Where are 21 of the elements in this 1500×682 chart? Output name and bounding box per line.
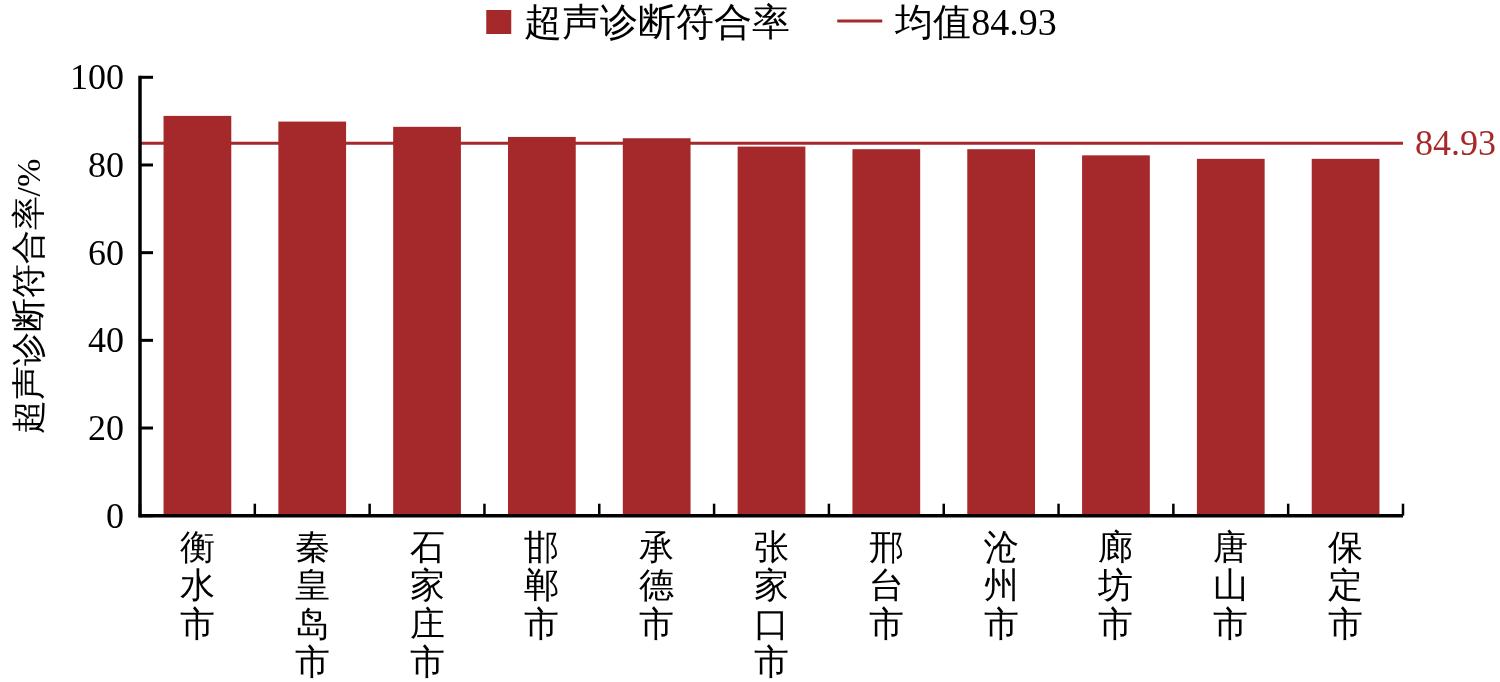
x-tick-label: 张家口市	[754, 527, 789, 682]
x-tick-label: 保定市	[1328, 527, 1364, 644]
ref-line-label: 84.93	[1415, 123, 1496, 164]
x-tick-label: 衡水市	[179, 527, 215, 644]
y-tick-label: 40	[88, 320, 124, 361]
legend-label: 均值84.93	[895, 1, 1057, 43]
y-tick-label: 80	[88, 144, 124, 185]
x-tick-label: 沧州市	[983, 527, 1019, 644]
x-tick-label: 石家庄市	[409, 527, 445, 682]
x-tick-label: 唐山市	[1213, 527, 1249, 644]
y-tick-label: 0	[106, 495, 124, 536]
y-tick-label: 100	[70, 57, 124, 98]
x-tick-label: 邢台市	[868, 527, 904, 644]
y-axis-title: 超声诊断符合率/%	[9, 158, 47, 435]
x-tick-label: 廊坊市	[1097, 527, 1134, 644]
y-tick-label: 60	[88, 232, 124, 273]
x-tick-label: 邯郸市	[524, 527, 560, 644]
x-tick-label: 秦皇岛市	[294, 527, 330, 682]
y-tick-label: 20	[88, 408, 124, 449]
legend-label: 超声诊断符合率	[524, 1, 791, 43]
x-tick-label: 承德市	[639, 527, 675, 644]
